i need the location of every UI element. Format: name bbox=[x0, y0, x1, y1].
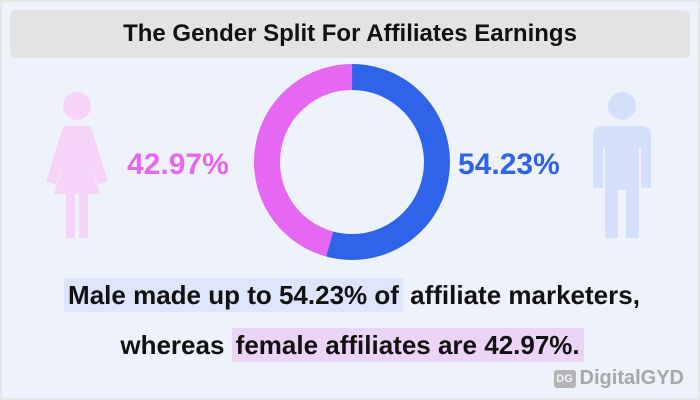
page-title: The Gender Split For Affiliates Earnings bbox=[123, 20, 577, 47]
caption-line-1-rest: affiliate marketers, bbox=[402, 280, 640, 310]
donut-chart bbox=[254, 64, 450, 260]
caption-line-2: whereas female affiliates are 42.97%. bbox=[2, 328, 700, 362]
female-person-icon bbox=[46, 92, 108, 238]
caption-line-2-lead: whereas bbox=[120, 330, 232, 360]
male-highlight: Male made up to 54.23% of bbox=[64, 278, 403, 312]
female-highlight: female affiliates are 42.97%. bbox=[231, 328, 584, 362]
brand-mark-icon: DG bbox=[553, 369, 576, 388]
female-percentage-label: 42.97% bbox=[127, 148, 229, 181]
brand-logo: DG DigitalGYD bbox=[553, 367, 684, 390]
male-percentage-label: 54.23% bbox=[458, 148, 560, 181]
caption-line-1: Male made up to 54.23% of affiliate mark… bbox=[2, 278, 700, 312]
brand-name: DigitalGYD bbox=[579, 367, 684, 389]
male-head bbox=[608, 92, 636, 120]
male-person-icon bbox=[593, 92, 651, 238]
male-body bbox=[593, 126, 651, 238]
title-bar: The Gender Split For Affiliates Earnings bbox=[10, 10, 690, 58]
female-head bbox=[63, 92, 91, 120]
female-body bbox=[46, 126, 108, 238]
donut-slice-female bbox=[254, 64, 450, 260]
